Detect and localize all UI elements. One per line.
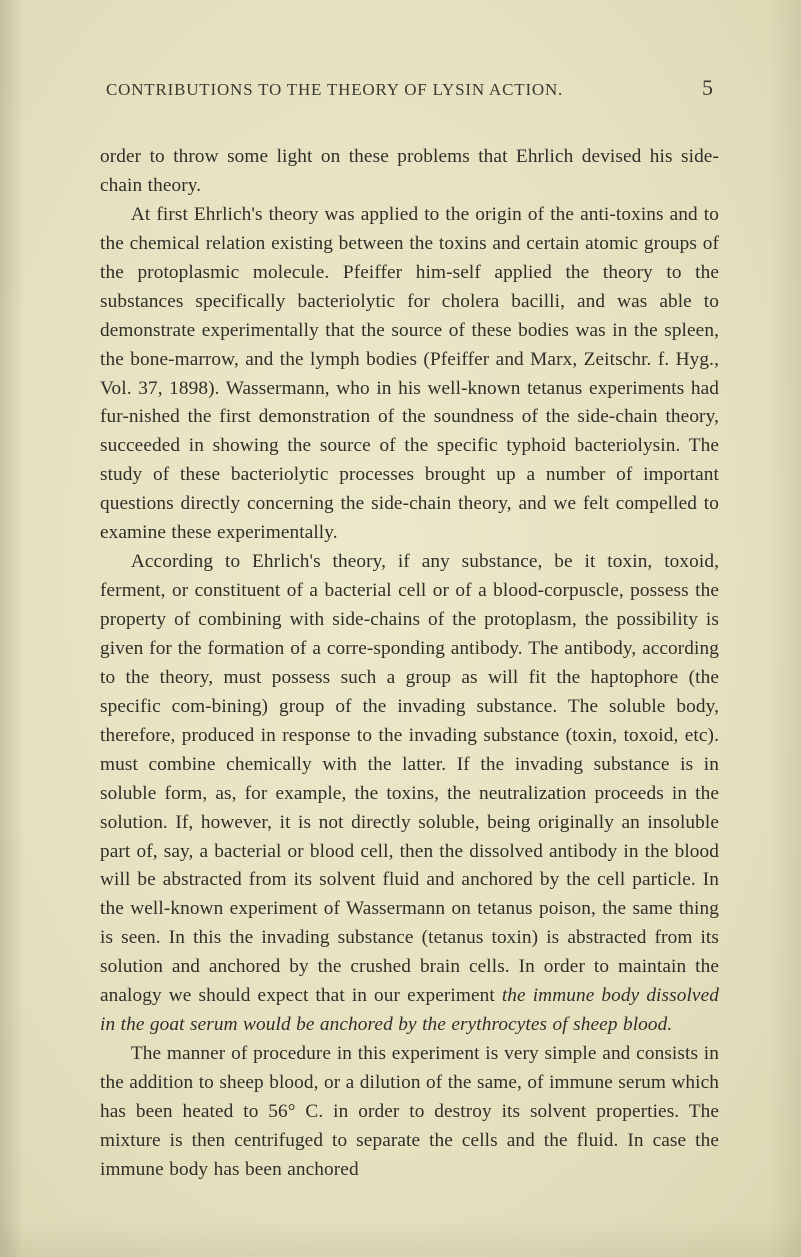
paragraph-2: At first Ehrlich's theory was applied to… bbox=[100, 201, 719, 548]
scanned-page: CONTRIBUTIONS TO THE THEORY OF LYSIN ACT… bbox=[0, 0, 801, 1257]
paragraph-4: The manner of procedure in this experime… bbox=[100, 1040, 719, 1185]
paragraph-3-plain: According to Ehrlich's theory, if any su… bbox=[100, 551, 719, 1006]
body-text: order to throw some light on these probl… bbox=[100, 143, 719, 1185]
paragraph-3: According to Ehrlich's theory, if any su… bbox=[100, 548, 719, 1040]
running-head: CONTRIBUTIONS TO THE THEORY OF LYSIN ACT… bbox=[100, 75, 719, 101]
page-number: 5 bbox=[702, 75, 713, 101]
paragraph-1: order to throw some light on these probl… bbox=[100, 143, 719, 201]
running-title: CONTRIBUTIONS TO THE THEORY OF LYSIN ACT… bbox=[106, 80, 563, 100]
